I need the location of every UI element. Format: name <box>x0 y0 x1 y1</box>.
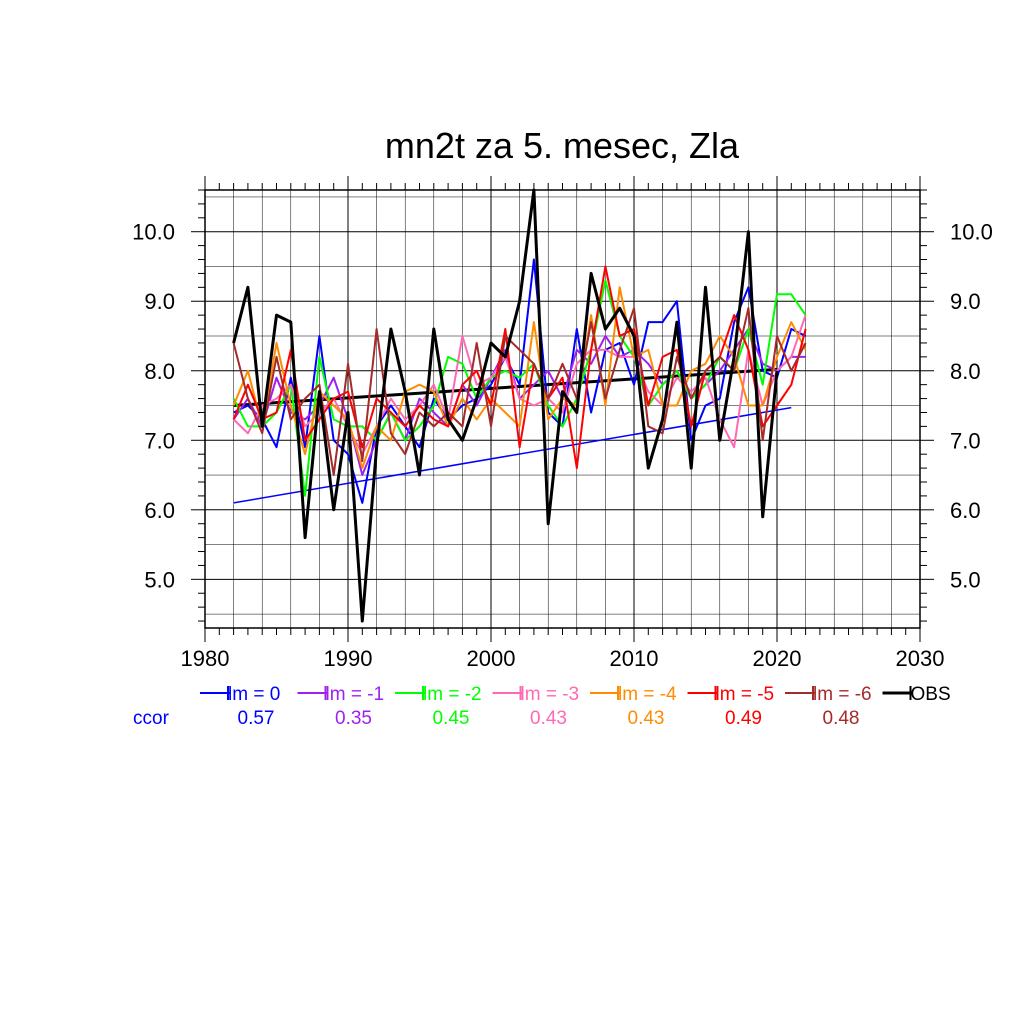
x-tick-label: 2010 <box>610 646 659 671</box>
legend-label: lm = -2 <box>423 684 482 705</box>
legend-label: lm = -4 <box>618 684 677 705</box>
axis-ticks: 1980 1990 2000 2010 2020 2030 5.0 5.0 6.0 6.0 7.0 7… <box>132 176 993 671</box>
y-tick-label-right: 6.0 <box>950 498 981 523</box>
y-tick-label-left: 6.0 <box>144 498 175 523</box>
legend-label: lm = 0 <box>228 684 280 705</box>
series-lines <box>232 188 807 623</box>
y-tick-label-right: 7.0 <box>950 428 981 453</box>
x-tick-label: 1980 <box>181 646 230 671</box>
ccor-value: 0.49 <box>725 708 762 729</box>
series-line <box>232 188 779 623</box>
ccor-value: 0.45 <box>433 708 470 729</box>
x-tick-label: 1990 <box>324 646 373 671</box>
legend-label: lm = -3 <box>521 684 580 705</box>
grid <box>204 190 921 628</box>
series-line <box>232 279 807 497</box>
legend-label: lm = -5 <box>716 684 775 705</box>
y-tick-label-right: 10.0 <box>950 220 993 245</box>
y-tick-label-left: 10.0 <box>132 220 175 245</box>
series-line <box>232 314 807 456</box>
y-tick-label-left: 8.0 <box>144 359 175 384</box>
series-line <box>232 307 807 476</box>
y-tick-label-right: 9.0 <box>950 289 981 314</box>
ccor-value: 0.43 <box>628 708 665 729</box>
x-tick-label: 2020 <box>753 646 802 671</box>
ccor-value: 0.43 <box>530 708 567 729</box>
ccor-value: 0.48 <box>823 708 860 729</box>
legend-label: OBS <box>911 684 951 705</box>
legend-label: lm = -6 <box>813 684 872 705</box>
chart-title: mn2t za 5. mesec, Zla <box>385 125 740 166</box>
x-tick-label: 2000 <box>467 646 516 671</box>
x-tick-label: 2030 <box>896 646 945 671</box>
ccor-label: ccor <box>133 708 170 729</box>
series-line <box>232 286 807 470</box>
y-tick-label-right: 8.0 <box>950 359 981 384</box>
trend-line <box>233 367 778 408</box>
y-tick-label-right: 5.0 <box>950 567 981 592</box>
y-tick-label-left: 7.0 <box>144 428 175 453</box>
y-tick-label-left: 5.0 <box>144 567 175 592</box>
ccor-value: 0.35 <box>335 708 372 729</box>
legend: ccor lm = 0 0.57 lm = -1 0.35 lm = -2 0.45 lm =… <box>133 684 951 729</box>
ccor-value: 0.57 <box>238 708 275 729</box>
legend-label: lm = -1 <box>326 684 385 705</box>
y-tick-label-left: 9.0 <box>144 289 175 314</box>
